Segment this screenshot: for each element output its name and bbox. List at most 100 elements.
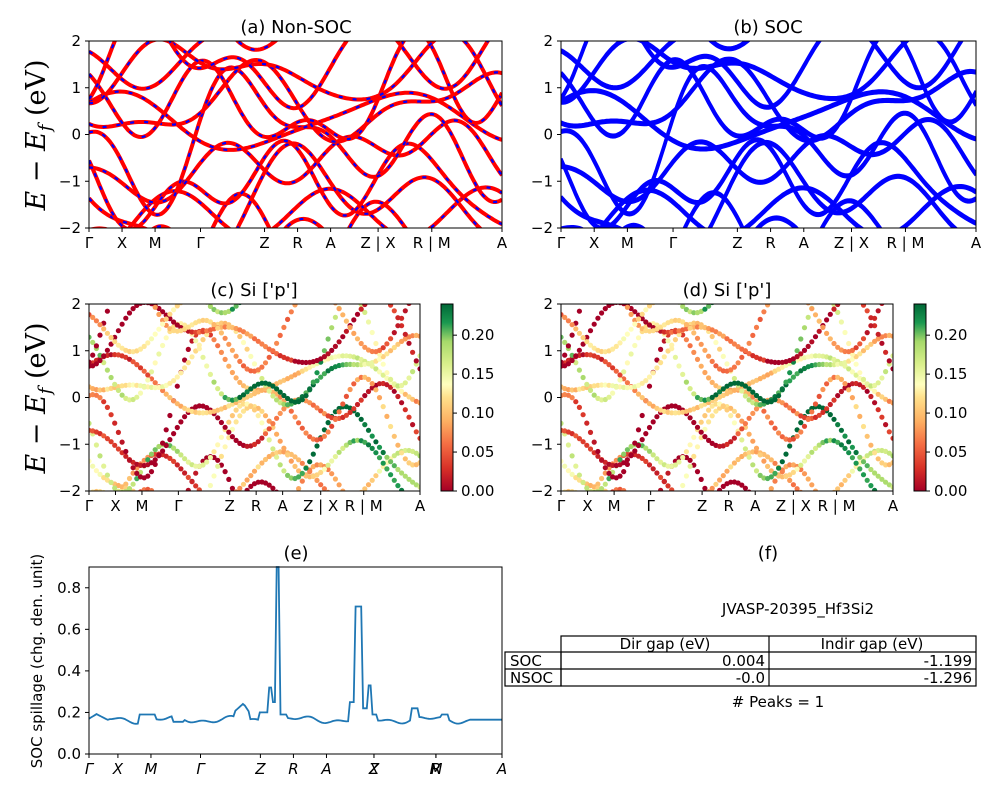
scatter-point	[643, 307, 649, 313]
scatter-point	[676, 492, 681, 497]
scatter-point	[376, 351, 383, 357]
scatter-point	[565, 442, 572, 448]
scatter-point	[602, 306, 608, 312]
scatter-point	[171, 398, 177, 404]
band-line-dash	[89, 119, 502, 204]
scatter-point	[391, 308, 397, 314]
scatter-point	[303, 359, 309, 366]
scatter-point	[237, 379, 243, 385]
scatter-point	[676, 493, 681, 498]
scatter-point	[336, 449, 342, 455]
scatter-point	[104, 404, 110, 410]
scatter-point	[365, 376, 372, 382]
scatter-point	[366, 298, 371, 303]
scatter-point	[354, 377, 361, 383]
scatter-point	[812, 488, 819, 491]
scatter-point	[160, 387, 166, 394]
scatter-point	[849, 455, 856, 461]
scatter-point	[879, 375, 885, 381]
scatter-point	[406, 476, 412, 482]
scatter-point	[108, 374, 114, 381]
y-tick-label: 0	[543, 126, 553, 144]
x-tick-label: A	[888, 497, 899, 515]
scatter-point	[406, 495, 411, 500]
scatter-point	[838, 319, 845, 325]
scatter-point	[650, 419, 656, 425]
x-tick-label: Γ	[646, 497, 655, 515]
x-tick-label: M	[135, 497, 148, 515]
scatter-point	[654, 498, 659, 503]
scatter-point	[731, 380, 738, 386]
x-tick-label: Γ	[85, 234, 94, 252]
x-tick-label: A	[799, 234, 810, 252]
scatter-point	[148, 469, 155, 475]
x-tick-label: A	[750, 497, 761, 515]
x-tick-label: Γ	[174, 497, 183, 515]
scatter-point	[720, 403, 726, 409]
scatter-point	[240, 339, 247, 346]
scatter-point	[97, 387, 103, 393]
band-line-soc	[561, 41, 976, 105]
scatter-point	[665, 483, 671, 489]
scatter-point	[332, 343, 338, 349]
band-line-soc	[621, 215, 800, 228]
scatter-point	[595, 481, 601, 487]
scatter-point	[259, 408, 265, 414]
scatter-point	[362, 393, 368, 399]
scatter-point	[868, 341, 874, 347]
band-line-soc	[561, 41, 963, 108]
scatter-point	[145, 377, 151, 383]
scatter-point	[332, 314, 338, 320]
scatter-point	[200, 462, 206, 468]
scatter-point	[156, 311, 162, 317]
scatter-point	[576, 330, 583, 336]
scatter-point	[694, 335, 701, 341]
table-row-soc-indir: -1.199	[924, 652, 972, 670]
x-tick-label: Γ	[196, 760, 206, 778]
x-tick-label: Z | X	[834, 234, 869, 252]
scatter-point	[152, 360, 158, 366]
scatter-point	[200, 317, 206, 323]
scatter-point	[109, 297, 114, 302]
scatter-point	[229, 347, 235, 353]
scatter-point	[351, 406, 357, 412]
colorbar-d	[913, 303, 927, 492]
scatter-point	[860, 459, 867, 465]
scatter-point	[872, 382, 878, 389]
scatter-point	[595, 453, 601, 459]
scatter-point	[376, 444, 383, 450]
scatter-point	[864, 453, 870, 459]
scatter-point	[872, 323, 878, 329]
scatter-point	[794, 354, 800, 360]
scatter-point	[654, 297, 659, 302]
scatter-point	[197, 292, 202, 297]
scatter-point	[658, 474, 664, 480]
scatter-point	[384, 351, 390, 357]
scatter-point	[97, 453, 103, 459]
scatter-point	[351, 317, 357, 323]
scatter-point	[354, 412, 361, 418]
scatter-point	[820, 361, 826, 367]
panel-c-title: (c) Si ['p']	[210, 280, 297, 301]
scatter-point	[883, 479, 889, 485]
scatter-point	[820, 386, 826, 393]
scatter-point	[413, 358, 419, 364]
scatter-point	[864, 388, 870, 394]
scatter-point	[373, 450, 379, 456]
scatter-point	[635, 316, 642, 322]
scatter-point	[277, 332, 283, 338]
scatter-point	[669, 410, 675, 416]
scatter-point	[853, 372, 859, 378]
scatter-point	[90, 314, 96, 320]
x-tick-label: Z | X	[776, 497, 811, 515]
scatter-point	[388, 472, 394, 478]
scatter-point	[817, 294, 822, 299]
scatter-point	[820, 324, 826, 330]
scatter-point	[417, 353, 420, 359]
scatter-point	[307, 459, 313, 465]
scatter-point	[669, 292, 674, 297]
scatter-point	[665, 329, 671, 335]
scatter-point	[617, 377, 623, 383]
scatter-point	[130, 481, 136, 487]
